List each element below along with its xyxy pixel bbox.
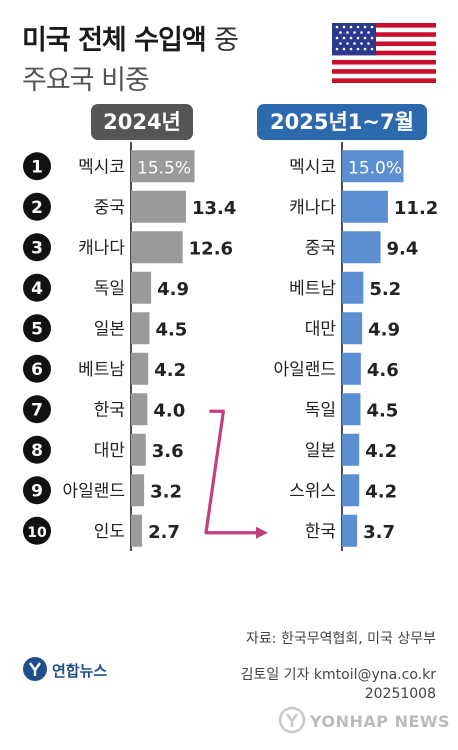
- left-value-label-3: 12.6: [189, 238, 233, 259]
- left-country-label-1: 멕시코: [78, 157, 125, 177]
- rank-number-1: 1: [31, 157, 43, 177]
- right-country-label-5: 대만: [305, 319, 337, 339]
- left-country-label-7: 한국: [94, 400, 125, 420]
- left-bar-9: [131, 474, 145, 507]
- right-country-label-2: 캐나다: [289, 198, 336, 218]
- right-country-label-4: 베트남: [289, 279, 336, 299]
- left-country-label-8: 대만: [94, 441, 126, 461]
- rank-badge-4: [23, 273, 51, 302]
- right-value-label-2: 11.2: [394, 198, 438, 219]
- rank-badge-5: [23, 314, 51, 343]
- left-value-label-8: 3.6: [152, 441, 184, 462]
- left-bar-4: [131, 271, 152, 304]
- right-bar-3: [342, 231, 381, 264]
- right-bar-10: [342, 514, 358, 547]
- watermark-icon: [278, 706, 306, 734]
- rank-number-4: 4: [31, 279, 43, 299]
- left-country-label-3: 캐나다: [78, 238, 125, 258]
- right-country-label-1: 멕시코: [289, 157, 336, 177]
- left-country-label-6: 베트남: [78, 360, 125, 380]
- left-value-label-4: 4.9: [157, 279, 189, 300]
- right-country-label-6: 아일랜드: [273, 360, 336, 380]
- ranking-chart: 1 2 3 4 5 6 7 8 9 10 멕시코 15.5% 중국 13.4 캐나다 12.6 독일 4.9 일본 4…: [23, 142, 438, 551]
- rank-number-8: 8: [31, 441, 43, 461]
- rank-badge-3: [23, 233, 51, 262]
- rank-badge-8: [23, 435, 51, 464]
- source-text: 자료: 한국무역협회, 미국 상무부: [246, 631, 436, 647]
- left-series-header: 2024년: [91, 104, 193, 140]
- left-value-label-10: 2.7: [148, 522, 180, 543]
- right-value-label-1: 15.0%: [348, 158, 402, 178]
- yonhap-logo-icon: [23, 657, 47, 681]
- right-value-label-10: 3.7: [363, 522, 395, 543]
- rank-badge-10: [23, 516, 51, 545]
- right-value-label-8: 4.2: [365, 441, 397, 462]
- left-country-label-10: 인도: [94, 522, 125, 542]
- rank-number-6: 6: [31, 360, 43, 380]
- title-suffix: 중: [214, 25, 239, 56]
- left-country-label-4: 독일: [94, 279, 125, 299]
- left-value-label-9: 3.2: [150, 481, 182, 502]
- logo-text: 연합뉴스: [52, 662, 108, 680]
- rank-change-arrow: [204, 409, 258, 535]
- date-text: 20251008: [364, 686, 436, 702]
- left-country-label-5: 일본: [94, 319, 125, 339]
- left-bar-1: [131, 150, 195, 183]
- left-bar-6: [131, 352, 149, 385]
- rank-number-2: 2: [31, 198, 43, 218]
- right-value-label-7: 4.5: [366, 400, 398, 421]
- rank-number-10: 10: [27, 525, 47, 541]
- right-value-label-5: 4.9: [368, 319, 400, 340]
- right-bar-2: [342, 190, 388, 223]
- rank-number-3: 3: [31, 238, 43, 258]
- page-subtitle: 주요국 비중: [22, 65, 150, 96]
- left-value-label-2: 13.4: [192, 198, 236, 219]
- rank-number-7: 7: [31, 400, 43, 420]
- watermark-text: YONHAP NEWS: [310, 712, 451, 731]
- left-value-label-1: 15.5%: [137, 158, 191, 178]
- left-value-label-6: 4.2: [154, 360, 186, 381]
- rank-badge-2: [23, 192, 51, 221]
- author-text: 김토일 기자 kmtoil@yna.co.kr: [240, 667, 436, 683]
- rank-number-5: 5: [31, 319, 43, 339]
- right-bar-4: [342, 271, 364, 304]
- right-country-label-3: 중국: [305, 238, 336, 258]
- right-bar-5: [342, 312, 363, 345]
- page-title: 미국 전체 수입액 중: [22, 18, 239, 57]
- title-main: 미국 전체 수입액: [22, 25, 207, 56]
- rank-change-arrowhead: [256, 526, 268, 539]
- right-value-label-4: 5.2: [369, 279, 401, 300]
- rank-badge-9: [23, 476, 51, 505]
- rank-badge-6: [23, 354, 51, 383]
- left-bar-3: [131, 231, 183, 264]
- right-country-label-9: 스위스: [289, 481, 336, 501]
- right-country-label-7: 독일: [305, 400, 336, 420]
- left-bar-2: [131, 190, 186, 223]
- right-bar-9: [342, 474, 360, 507]
- rank-number-9: 9: [31, 481, 43, 501]
- left-bar-8: [131, 433, 146, 466]
- right-value-label-3: 9.4: [387, 238, 419, 259]
- right-country-label-8: 일본: [305, 441, 336, 461]
- right-value-label-6: 4.6: [367, 360, 399, 381]
- right-bar-7: [342, 393, 361, 426]
- rank-badge-1: [23, 152, 51, 181]
- left-value-label-5: 4.5: [155, 319, 187, 340]
- right-bar-1: [342, 150, 404, 183]
- left-bar-7: [131, 393, 148, 426]
- left-country-label-2: 중국: [94, 198, 125, 218]
- us-flag-icon: [332, 23, 436, 83]
- rank-badge-7: [23, 395, 51, 424]
- right-country-label-10: 한국: [305, 522, 336, 542]
- left-bar-10: [131, 514, 143, 547]
- left-bar-5: [131, 312, 150, 345]
- left-country-label-9: 아일랜드: [62, 481, 125, 501]
- right-series-header: 2025년1~7월: [257, 104, 427, 140]
- right-value-label-9: 4.2: [365, 481, 397, 502]
- right-bar-6: [342, 352, 361, 385]
- right-bar-8: [342, 433, 360, 466]
- left-value-label-7: 4.0: [153, 400, 185, 421]
